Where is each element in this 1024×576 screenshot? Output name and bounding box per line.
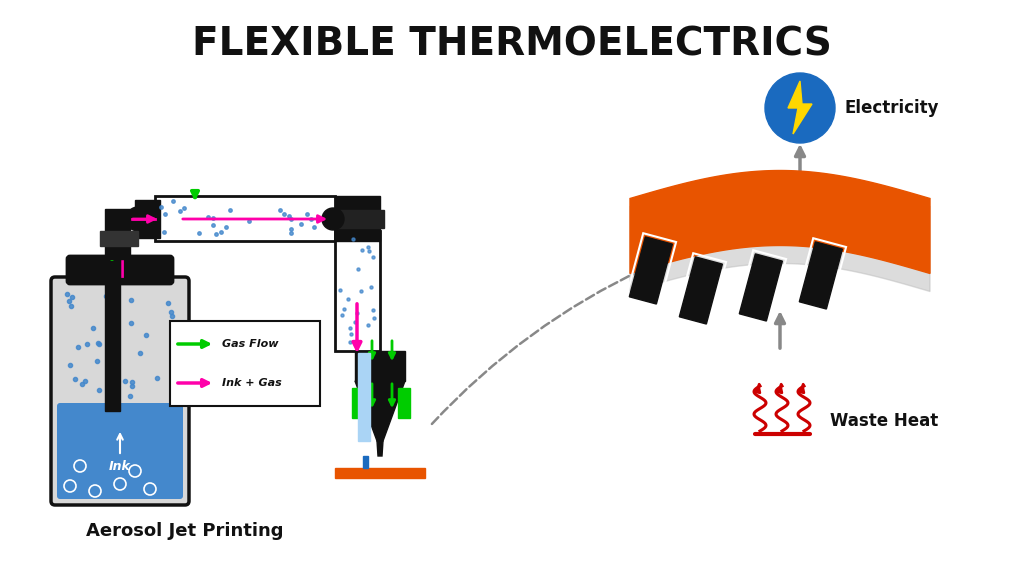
Text: Waste Heat: Waste Heat	[830, 412, 938, 430]
Text: Aerosol Jet Printing: Aerosol Jet Printing	[86, 522, 284, 540]
FancyBboxPatch shape	[170, 321, 319, 406]
Polygon shape	[355, 381, 406, 441]
Circle shape	[126, 207, 150, 231]
Bar	[679, 257, 722, 324]
FancyBboxPatch shape	[335, 231, 380, 351]
FancyBboxPatch shape	[51, 277, 189, 505]
Bar	[358, 353, 370, 441]
Polygon shape	[630, 170, 930, 274]
Bar	[332, 210, 384, 228]
Polygon shape	[355, 351, 406, 381]
Text: Electricity: Electricity	[845, 99, 939, 117]
Polygon shape	[630, 179, 930, 291]
Bar	[800, 242, 843, 309]
Text: Ink + Gas: Ink + Gas	[222, 378, 282, 388]
Bar	[626, 233, 676, 308]
FancyBboxPatch shape	[57, 403, 183, 499]
Bar	[335, 196, 380, 241]
FancyBboxPatch shape	[67, 256, 173, 284]
Bar	[796, 238, 846, 313]
Bar	[739, 254, 782, 321]
Bar	[335, 468, 425, 478]
Bar	[630, 237, 673, 304]
Polygon shape	[788, 81, 812, 134]
Circle shape	[765, 73, 835, 143]
Bar	[398, 388, 410, 418]
Bar	[135, 200, 160, 238]
Bar	[362, 456, 368, 468]
Bar	[676, 253, 726, 328]
Bar	[735, 250, 786, 325]
Bar	[100, 231, 138, 246]
FancyBboxPatch shape	[155, 196, 335, 241]
Bar	[352, 388, 364, 418]
Bar	[105, 256, 120, 411]
Polygon shape	[377, 441, 383, 456]
Text: FLEXIBLE THERMOELECTRICS: FLEXIBLE THERMOELECTRICS	[193, 26, 831, 64]
Circle shape	[322, 208, 344, 230]
Bar	[105, 209, 130, 259]
Text: Ink: Ink	[110, 460, 131, 472]
Text: Gas Flow: Gas Flow	[222, 339, 279, 349]
